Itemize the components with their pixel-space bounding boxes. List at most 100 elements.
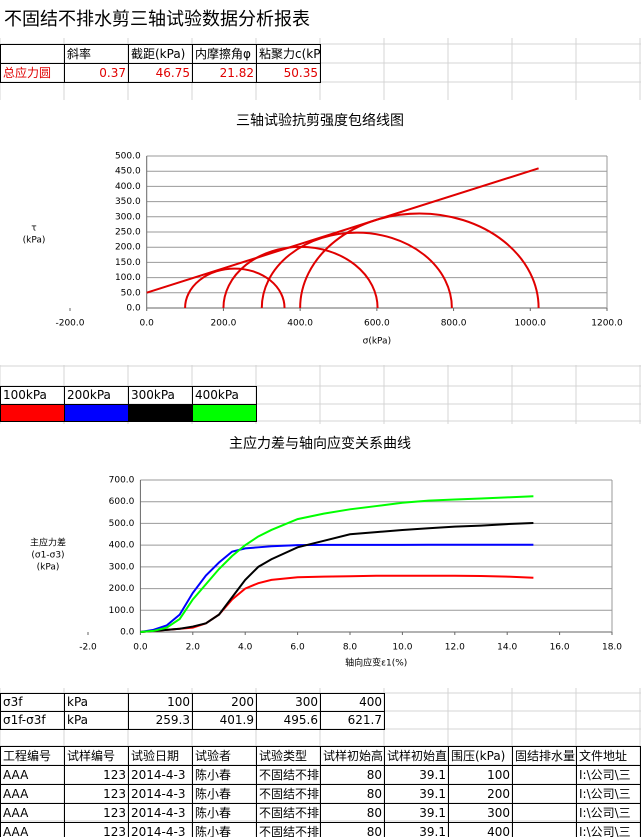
- legend-label: 100kPa: [0, 386, 65, 405]
- y-tick-label: 600.0: [109, 497, 135, 507]
- y-tick-label: 300.0: [115, 212, 141, 222]
- value-cell: 100: [128, 693, 193, 712]
- x-tick-label: 600.0: [364, 319, 390, 329]
- table-cell: 不固结不排: [256, 803, 321, 823]
- y-tick-label: 400.0: [109, 541, 135, 551]
- x-tick-label: 4.0: [238, 643, 253, 653]
- y-tick-label: 0.0: [120, 628, 135, 638]
- table-cell: 400: [448, 822, 513, 837]
- table-cell: 2014-4-3: [128, 822, 193, 837]
- table-cell: AAA: [0, 784, 65, 804]
- table-cell: I:\公司\三: [576, 784, 641, 804]
- y-tick-label: 500.0: [115, 152, 141, 162]
- x-tick-label: 18.0: [602, 643, 622, 653]
- column-header: 内摩擦角φ: [192, 44, 257, 64]
- column-header: 试样编号: [64, 746, 129, 766]
- legend-swatch: [0, 404, 65, 422]
- column-header: 文件地址: [576, 746, 641, 766]
- y-tick-label: 300.0: [109, 562, 135, 572]
- row-label: σ1f-σ3f: [0, 711, 65, 730]
- unit-cell: kPa: [64, 693, 129, 712]
- x-tick-label: 10.0: [392, 643, 412, 653]
- table-cell: AAA: [0, 822, 65, 837]
- value-cell: 0.37: [64, 63, 129, 83]
- table-cell: [512, 822, 577, 837]
- value-cell: 50.35: [256, 63, 321, 83]
- legend-label: 200kPa: [64, 386, 129, 405]
- legend-label: 400kPa: [192, 386, 257, 405]
- curve: [140, 521, 534, 633]
- y-tick-label: 450.0: [115, 167, 141, 177]
- table-cell: 39.1: [384, 822, 449, 837]
- table-cell: 80: [320, 784, 385, 804]
- sheet-title: 不固结不排水剪三轴试验数据分析报表: [4, 9, 310, 30]
- table-cell: 陈小春: [192, 765, 257, 785]
- table-cell: [512, 765, 577, 785]
- x-tick-label: 1200.0: [591, 319, 623, 329]
- table-cell: 100: [448, 765, 513, 785]
- row-label: σ3f: [0, 693, 65, 712]
- x-tick-label: 16.0: [550, 643, 570, 653]
- table-cell: 39.1: [384, 784, 449, 804]
- legend-swatch: [128, 404, 193, 422]
- mohr-circle: [184, 267, 286, 309]
- table-cell: 2014-4-3: [128, 784, 193, 804]
- column-header: 试样初始高: [320, 746, 385, 766]
- x-tick-label: 8.0: [343, 643, 358, 653]
- value-cell: 300: [256, 693, 321, 712]
- curve: [140, 543, 534, 633]
- unit-cell: kPa: [64, 711, 129, 730]
- table-cell: 陈小春: [192, 803, 257, 823]
- column-header: 截距(kPa): [128, 44, 193, 64]
- value-cell: 401.9: [192, 711, 257, 730]
- value-cell: 200: [192, 693, 257, 712]
- column-header: 斜率: [64, 44, 129, 64]
- table-cell: 2014-4-3: [128, 803, 193, 823]
- y-tick-label: 400.0: [115, 182, 141, 192]
- mohr-circle: [260, 231, 453, 309]
- table-cell: 陈小春: [192, 784, 257, 804]
- table-cell: 300: [448, 803, 513, 823]
- column-header: 试验类型: [256, 746, 321, 766]
- table-cell: 不固结不排: [256, 822, 321, 837]
- y-axis-label: 主应力差: [30, 537, 66, 549]
- table-cell: 200: [448, 784, 513, 804]
- y-tick-label: 100.0: [115, 273, 141, 283]
- table-cell: 123: [64, 822, 129, 837]
- curve: [140, 495, 534, 633]
- x-tick-label: 14.0: [497, 643, 517, 653]
- table-cell: 123: [64, 784, 129, 804]
- table-cell: 39.1: [384, 765, 449, 785]
- legend-swatch: [64, 404, 129, 422]
- y-tick-label: 200.0: [115, 243, 141, 253]
- table-cell: AAA: [0, 765, 65, 785]
- table-cell: 80: [320, 765, 385, 785]
- column-header: 粘聚力c(kPa): [256, 44, 321, 64]
- table-cell: I:\公司\三: [576, 765, 641, 785]
- legend-label: 300kPa: [128, 386, 193, 405]
- table-cell: [512, 784, 577, 804]
- x-tick-label: 1000.0: [515, 319, 547, 329]
- y-tick-label: 700.0: [109, 476, 135, 486]
- y-axis-label: (σ1-σ3): [31, 551, 64, 561]
- column-header: 试验日期: [128, 746, 193, 766]
- y-tick-label: 100.0: [109, 606, 135, 616]
- y-axis-label: (kPa): [23, 236, 46, 246]
- x-tick-label: 12.0: [445, 643, 465, 653]
- table-cell: AAA: [0, 803, 65, 823]
- x-tick-label: 0.0: [140, 319, 155, 329]
- column-header: 围压(kPa): [448, 746, 513, 766]
- y-tick-label: 200.0: [109, 584, 135, 594]
- column-header: 试验者: [192, 746, 257, 766]
- x-tick-label: 2.0: [186, 643, 201, 653]
- legend-swatch: [192, 404, 257, 422]
- x-tick-label: 400.0: [287, 319, 313, 329]
- y-tick-label: 150.0: [115, 258, 141, 268]
- value-cell: 495.6: [256, 711, 321, 730]
- chart-title: 主应力差与轴向应变关系曲线: [229, 435, 411, 452]
- column-header: 试样初始直: [384, 746, 449, 766]
- x-tick-label: 0.0: [133, 643, 148, 653]
- mohr-circle: [299, 212, 540, 309]
- y-tick-label: 0.0: [126, 304, 141, 314]
